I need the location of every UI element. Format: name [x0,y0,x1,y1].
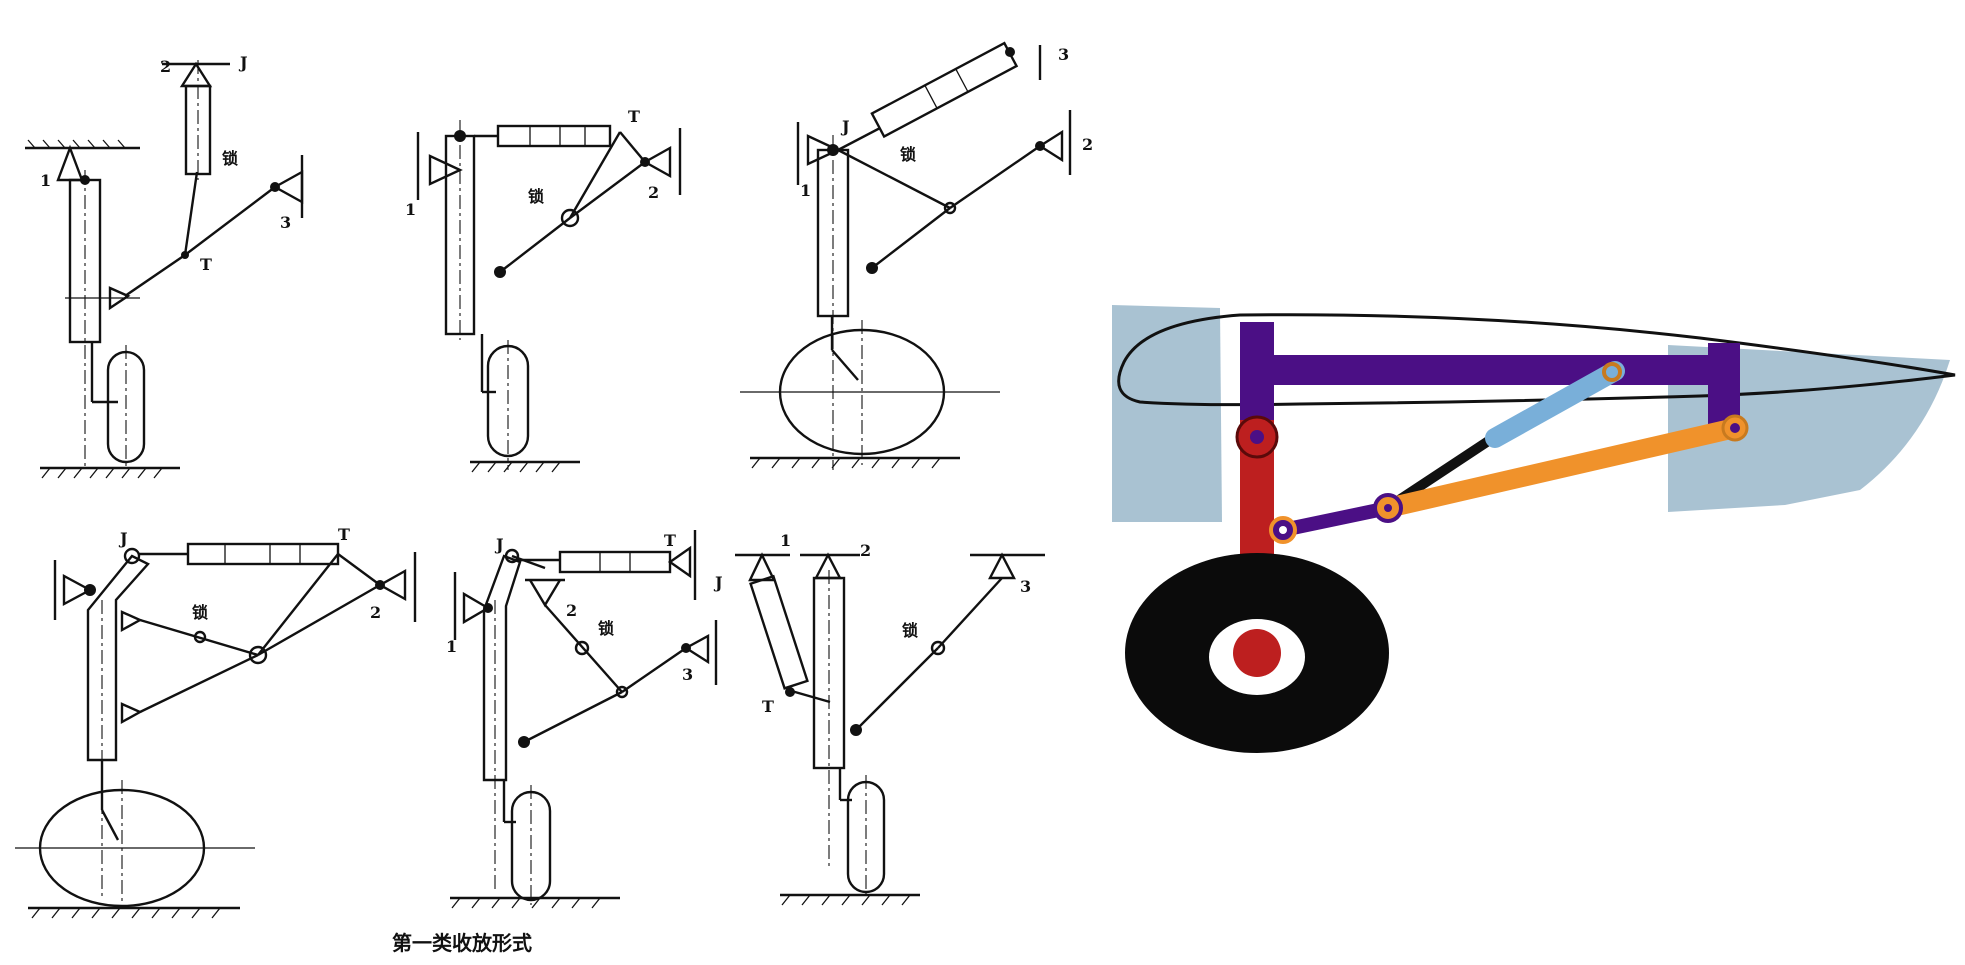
d5-label-j: J [494,535,504,554]
d1-label-1: 1 [40,171,51,190]
actuator-pivot [1602,362,1622,382]
wing-gear-illustration [1112,305,1956,753]
d2-label-1: 1 [405,200,416,219]
d4-label-j: J [118,529,128,548]
d1-label-lock: 锁 [222,149,238,168]
d3-label-lock: 锁 [900,145,916,164]
d6-label-t: T [762,697,774,716]
diagram-4: J T 2 锁 [15,525,417,919]
d1-label-j: J [238,53,248,72]
d1-label-3: 3 [280,213,291,232]
d6-label-j: J [713,573,723,592]
d3-label-1: 1 [800,181,811,200]
d5-label-3: 3 [682,665,693,684]
d6-label-lock: 锁 [902,621,918,640]
d2-label-lock: 锁 [528,187,544,206]
d5-label-1: 1 [446,637,457,656]
actuator-cylinder [1485,361,1625,448]
axle [1233,629,1281,677]
diagram-5: J T 1 2 3 锁 [446,530,718,909]
d3-label-3: 3 [1058,45,1069,64]
d5-label-t: T [664,531,676,550]
frame-beam [1240,355,1740,385]
d2-label-t: T [628,107,640,126]
d1-label-2: 2 [160,57,171,76]
wing-outline [1117,313,1956,407]
d6-label-2: 2 [860,541,871,560]
frame-post-right [1708,343,1740,426]
drag-brace [1378,418,1745,518]
d6-label-1: 1 [780,531,791,550]
side-link [1276,501,1395,537]
d6-label-3: 3 [1020,577,1031,596]
d5-label-2: 2 [566,601,577,620]
d4-label-t: T [338,525,350,544]
d5-label-lock: 锁 [598,619,614,638]
figure-caption: 第一类收放形式 [392,931,532,955]
d3-label-2: 2 [1082,135,1093,154]
d4-label-2: 2 [370,603,381,622]
diagram-2: 1 T 2 锁 [405,107,682,473]
diagram-3: J 1 3 2 锁 [740,41,1093,470]
d1-label-t: T [200,255,212,274]
d2-label-2: 2 [648,183,659,202]
d4-label-lock: 锁 [192,603,208,622]
wing-skin-left [1112,305,1222,522]
diagram-6: 1 J 2 3 T 锁 [713,531,1045,906]
diagram-1: 1 2 J 3 T 锁 [25,53,304,479]
d3-label-j: J [840,117,850,136]
